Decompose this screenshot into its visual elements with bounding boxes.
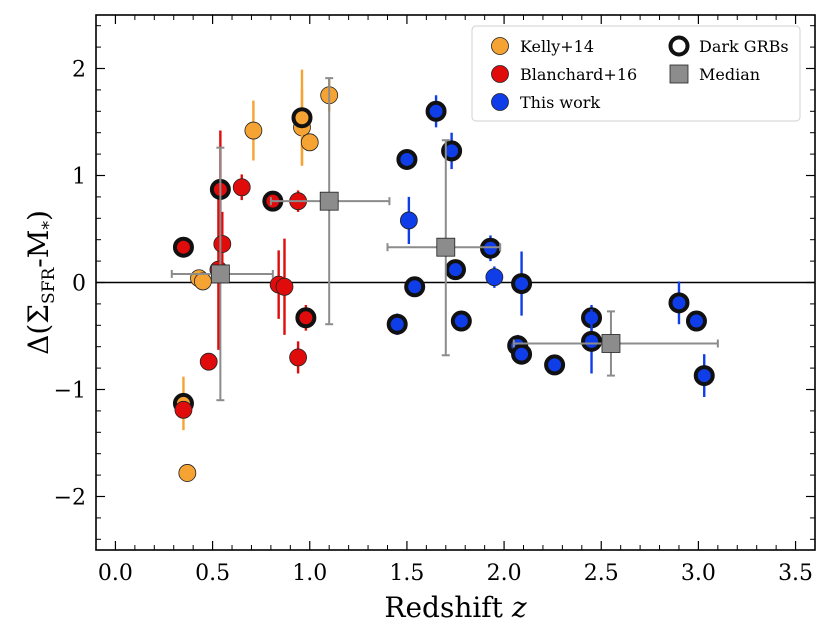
y-tick-label: −1 xyxy=(54,379,86,404)
data-point xyxy=(244,121,263,140)
dark-grb-point xyxy=(291,107,313,129)
data-point xyxy=(275,277,294,296)
median-point xyxy=(436,237,456,257)
legend-marker xyxy=(668,35,690,57)
data-point xyxy=(193,272,212,291)
data-point xyxy=(174,400,193,419)
dark-grb-point xyxy=(581,330,603,352)
series-this-work xyxy=(386,95,715,397)
y-tick-label: 0 xyxy=(72,272,86,297)
x-tick-label: 1.0 xyxy=(292,561,327,586)
dark-grb-point xyxy=(172,236,194,258)
legend-marker xyxy=(491,37,509,55)
legend-label: Blanchard+16 xyxy=(520,65,637,84)
dark-grb-point xyxy=(445,259,466,281)
dark-grb-point xyxy=(396,148,418,170)
dark-grb-point xyxy=(511,273,533,295)
y-tick-label: 2 xyxy=(72,58,86,83)
median-point xyxy=(210,264,230,284)
legend-marker xyxy=(669,64,689,84)
legend-box xyxy=(471,25,801,122)
data-point xyxy=(300,133,319,152)
data-point xyxy=(178,464,197,482)
dark-grb-point xyxy=(450,310,472,332)
x-tick-label: 0.5 xyxy=(195,561,230,586)
x-tick-label: 1.5 xyxy=(389,561,424,586)
dark-grb-point xyxy=(685,310,707,332)
legend-label: Dark GRBs xyxy=(699,37,789,56)
x-axis-label: Redshift z xyxy=(384,591,526,624)
data-layer xyxy=(96,69,815,482)
dark-grb-point xyxy=(511,343,533,365)
y-tick-label: 1 xyxy=(72,165,86,190)
y-tick-label: −2 xyxy=(54,486,86,511)
dark-grb-point xyxy=(404,276,426,298)
x-tick-label: 0.0 xyxy=(98,561,133,586)
dark-grb-point xyxy=(295,307,317,329)
legend: Kelly+14 Blanchard+16 This work Dark GRBs Me… xyxy=(471,25,801,122)
data-point xyxy=(213,235,232,253)
data-point xyxy=(232,178,251,197)
legend-marker xyxy=(491,65,509,83)
x-tick-label: 2.0 xyxy=(487,561,522,586)
median-point xyxy=(319,191,339,211)
series-median xyxy=(170,77,719,402)
data-point xyxy=(485,268,504,287)
data-point xyxy=(399,211,418,230)
dark-grb-point xyxy=(386,313,408,335)
legend-marker xyxy=(491,93,509,111)
data-point xyxy=(289,348,307,367)
x-tick-label: 2.5 xyxy=(584,561,619,586)
median-point xyxy=(601,334,621,353)
dark-grb-point xyxy=(441,140,463,162)
x-tick-label: 3.0 xyxy=(681,561,716,586)
x-tick-label: 3.5 xyxy=(778,561,813,586)
dark-grb-point xyxy=(479,237,501,259)
dark-grb-point xyxy=(668,292,690,314)
series-kelly-14 xyxy=(172,69,339,482)
legend-label: This work xyxy=(520,93,600,112)
legend-label: Kelly+14 xyxy=(520,37,594,56)
axes-layer: 0.0 0.5 1.0 1.5 2.0 2.5 3.0 3.5 −2 −1 0 1 2 xyxy=(54,15,815,586)
dark-grb-point xyxy=(693,365,715,387)
dark-grb-point xyxy=(544,354,566,376)
dark-grb-point xyxy=(425,100,447,122)
y-axis-label: Δ(ΣSFR-M*) xyxy=(22,210,59,355)
legend-label: Median xyxy=(699,65,760,84)
data-point xyxy=(199,352,218,371)
